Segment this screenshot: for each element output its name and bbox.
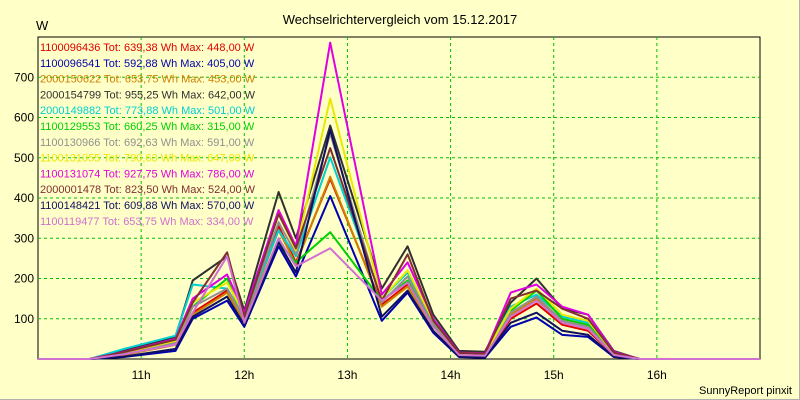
legend-entry-2000001478: 2000001478 Tot: 823,50 Wh Max: 524,00 W <box>40 184 256 196</box>
x-tick-label: 12h <box>234 368 254 382</box>
chart-title: Wechselrichtervergleich vom 15.12.2017 <box>283 12 518 27</box>
y-tick-label: 300 <box>14 231 34 245</box>
legend-entry-1100131055: 1100131055 Tot: 790,63 Wh Max: 647,00 W <box>40 153 255 165</box>
plot-area: 100 200 300 400 500 600 700 11h 12h 13h 14h 15h 16h 1… <box>14 36 761 382</box>
y-tick-label: 400 <box>14 191 34 205</box>
x-tick-label: 16h <box>647 368 667 382</box>
legend-entry-2000154799: 2000154799 Tot: 955,25 Wh Max: 642,00 W <box>40 89 256 101</box>
series-line-2000001478 <box>38 147 760 360</box>
y-tick-label: 700 <box>14 70 34 84</box>
x-tick-label: 11h <box>132 368 151 382</box>
x-tick-label: 15h <box>544 368 564 382</box>
legend-entry-1100148421: 1100148421 Tot: 609,88 Wh Max: 570,00 W <box>40 200 255 212</box>
y-tick-label: 200 <box>14 272 34 286</box>
legend-entry-1100130966: 1100130966 Tot: 692,63 Wh Max: 591,00 W <box>40 137 255 149</box>
y-tick-label: 500 <box>14 151 34 165</box>
x-tick-label: 14h <box>441 368 461 382</box>
series-line-1100131074 <box>38 41 760 360</box>
series-line-1100148421 <box>38 128 760 360</box>
legend-entry-1100131074: 1100131074 Tot: 927,75 Wh Max: 786,00 W <box>40 168 255 180</box>
series-line-1100130966 <box>38 132 760 360</box>
series-line-1100119477 <box>38 237 760 360</box>
legend-entry-1100129553: 1100129553 Tot: 660,25 Wh Max: 315,00 W <box>40 121 255 133</box>
x-tick-label: 13h <box>337 368 357 382</box>
footer-credit: SunnyReport pinxit <box>699 385 792 397</box>
y-axis-unit-label: W <box>36 18 49 33</box>
legend-entry-1100096436: 1100096436 Tot: 639,38 Wh Max: 448,00 W <box>40 42 255 54</box>
legend-entry-1100119477: 1100119477 Tot: 653,75 Wh Max: 334,00 W <box>40 216 254 228</box>
y-tick-label: 600 <box>14 111 34 125</box>
y-tick-label: 100 <box>14 312 34 326</box>
legend-entry-2000149882: 2000149882 Tot: 773,88 Wh Max: 501,00 W <box>40 105 256 117</box>
legend-entry-1100096541: 1100096541 Tot: 592,88 Wh Max: 405,00 W <box>40 58 255 70</box>
legend-entry-2000150622: 2000150622 Tot: 653,75 Wh Max: 453,00 W <box>40 74 256 86</box>
